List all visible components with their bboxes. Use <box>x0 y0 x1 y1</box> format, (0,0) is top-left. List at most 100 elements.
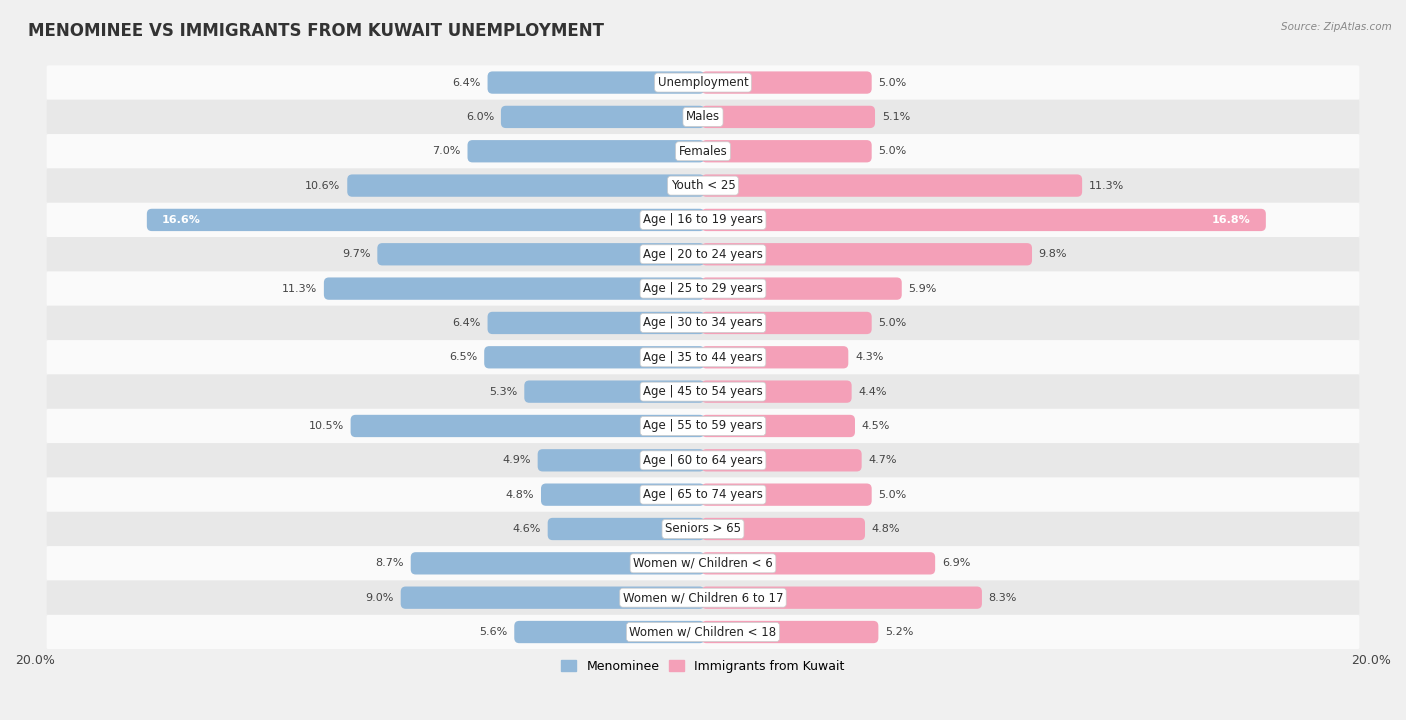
Text: MENOMINEE VS IMMIGRANTS FROM KUWAIT UNEMPLOYMENT: MENOMINEE VS IMMIGRANTS FROM KUWAIT UNEM… <box>28 22 605 40</box>
Text: 5.3%: 5.3% <box>489 387 517 397</box>
Text: Seniors > 65: Seniors > 65 <box>665 523 741 536</box>
FancyBboxPatch shape <box>702 484 872 506</box>
FancyBboxPatch shape <box>46 546 1360 580</box>
Text: 6.0%: 6.0% <box>465 112 495 122</box>
Text: 4.6%: 4.6% <box>513 524 541 534</box>
FancyBboxPatch shape <box>46 66 1360 100</box>
FancyBboxPatch shape <box>484 346 704 369</box>
Text: Women w/ Children < 6: Women w/ Children < 6 <box>633 557 773 570</box>
FancyBboxPatch shape <box>702 380 852 402</box>
FancyBboxPatch shape <box>515 621 704 643</box>
FancyBboxPatch shape <box>46 203 1360 237</box>
FancyBboxPatch shape <box>46 100 1360 134</box>
FancyBboxPatch shape <box>702 140 872 163</box>
FancyBboxPatch shape <box>702 312 872 334</box>
Text: 11.3%: 11.3% <box>1088 181 1123 191</box>
FancyBboxPatch shape <box>46 237 1360 271</box>
FancyBboxPatch shape <box>347 174 704 197</box>
Text: 5.0%: 5.0% <box>879 318 907 328</box>
Text: Age | 16 to 19 years: Age | 16 to 19 years <box>643 213 763 226</box>
FancyBboxPatch shape <box>46 443 1360 477</box>
Text: 5.9%: 5.9% <box>908 284 936 294</box>
FancyBboxPatch shape <box>46 477 1360 512</box>
Text: 7.0%: 7.0% <box>433 146 461 156</box>
FancyBboxPatch shape <box>702 106 875 128</box>
FancyBboxPatch shape <box>501 106 704 128</box>
Text: 5.1%: 5.1% <box>882 112 910 122</box>
Text: 9.7%: 9.7% <box>342 249 371 259</box>
Text: Age | 35 to 44 years: Age | 35 to 44 years <box>643 351 763 364</box>
Text: Age | 55 to 59 years: Age | 55 to 59 years <box>643 420 763 433</box>
FancyBboxPatch shape <box>702 449 862 472</box>
Text: 5.2%: 5.2% <box>884 627 914 637</box>
FancyBboxPatch shape <box>46 580 1360 615</box>
FancyBboxPatch shape <box>524 380 704 402</box>
Text: 5.6%: 5.6% <box>479 627 508 637</box>
Text: 5.0%: 5.0% <box>879 78 907 88</box>
FancyBboxPatch shape <box>702 518 865 540</box>
Text: 4.8%: 4.8% <box>872 524 900 534</box>
FancyBboxPatch shape <box>548 518 704 540</box>
FancyBboxPatch shape <box>702 621 879 643</box>
Text: 10.5%: 10.5% <box>309 421 344 431</box>
FancyBboxPatch shape <box>702 415 855 437</box>
Text: Youth < 25: Youth < 25 <box>671 179 735 192</box>
FancyBboxPatch shape <box>541 484 704 506</box>
Text: 4.8%: 4.8% <box>506 490 534 500</box>
Text: Women w/ Children 6 to 17: Women w/ Children 6 to 17 <box>623 591 783 604</box>
Text: 4.3%: 4.3% <box>855 352 883 362</box>
FancyBboxPatch shape <box>46 306 1360 340</box>
FancyBboxPatch shape <box>46 409 1360 443</box>
FancyBboxPatch shape <box>702 346 848 369</box>
FancyBboxPatch shape <box>46 134 1360 168</box>
FancyBboxPatch shape <box>537 449 704 472</box>
Text: 16.6%: 16.6% <box>162 215 201 225</box>
Text: 4.9%: 4.9% <box>502 455 531 465</box>
Text: 11.3%: 11.3% <box>283 284 318 294</box>
FancyBboxPatch shape <box>323 277 704 300</box>
Text: 16.8%: 16.8% <box>1212 215 1251 225</box>
Text: 6.5%: 6.5% <box>450 352 478 362</box>
Text: 8.7%: 8.7% <box>375 558 404 568</box>
Text: 10.6%: 10.6% <box>305 181 340 191</box>
Text: Age | 45 to 54 years: Age | 45 to 54 years <box>643 385 763 398</box>
FancyBboxPatch shape <box>46 271 1360 306</box>
Text: Age | 65 to 74 years: Age | 65 to 74 years <box>643 488 763 501</box>
FancyBboxPatch shape <box>46 340 1360 374</box>
Text: 9.8%: 9.8% <box>1039 249 1067 259</box>
Text: 9.0%: 9.0% <box>366 593 394 603</box>
FancyBboxPatch shape <box>146 209 704 231</box>
FancyBboxPatch shape <box>702 174 1083 197</box>
Text: 4.5%: 4.5% <box>862 421 890 431</box>
Text: Unemployment: Unemployment <box>658 76 748 89</box>
Legend: Menominee, Immigrants from Kuwait: Menominee, Immigrants from Kuwait <box>557 655 849 678</box>
Text: 6.4%: 6.4% <box>453 78 481 88</box>
FancyBboxPatch shape <box>46 168 1360 203</box>
FancyBboxPatch shape <box>377 243 704 266</box>
FancyBboxPatch shape <box>46 374 1360 409</box>
Text: 5.0%: 5.0% <box>879 146 907 156</box>
Text: 4.7%: 4.7% <box>869 455 897 465</box>
FancyBboxPatch shape <box>702 243 1032 266</box>
FancyBboxPatch shape <box>46 512 1360 546</box>
FancyBboxPatch shape <box>702 209 1265 231</box>
FancyBboxPatch shape <box>401 587 704 609</box>
Text: Women w/ Children < 18: Women w/ Children < 18 <box>630 626 776 639</box>
FancyBboxPatch shape <box>488 312 704 334</box>
FancyBboxPatch shape <box>702 587 981 609</box>
FancyBboxPatch shape <box>411 552 704 575</box>
FancyBboxPatch shape <box>350 415 704 437</box>
Text: 6.4%: 6.4% <box>453 318 481 328</box>
FancyBboxPatch shape <box>702 552 935 575</box>
Text: 4.4%: 4.4% <box>858 387 887 397</box>
FancyBboxPatch shape <box>488 71 704 94</box>
Text: 6.9%: 6.9% <box>942 558 970 568</box>
Text: Age | 30 to 34 years: Age | 30 to 34 years <box>643 317 763 330</box>
Text: Age | 60 to 64 years: Age | 60 to 64 years <box>643 454 763 467</box>
FancyBboxPatch shape <box>468 140 704 163</box>
Text: 8.3%: 8.3% <box>988 593 1017 603</box>
Text: Males: Males <box>686 110 720 123</box>
Text: Source: ZipAtlas.com: Source: ZipAtlas.com <box>1281 22 1392 32</box>
FancyBboxPatch shape <box>702 277 901 300</box>
Text: 5.0%: 5.0% <box>879 490 907 500</box>
